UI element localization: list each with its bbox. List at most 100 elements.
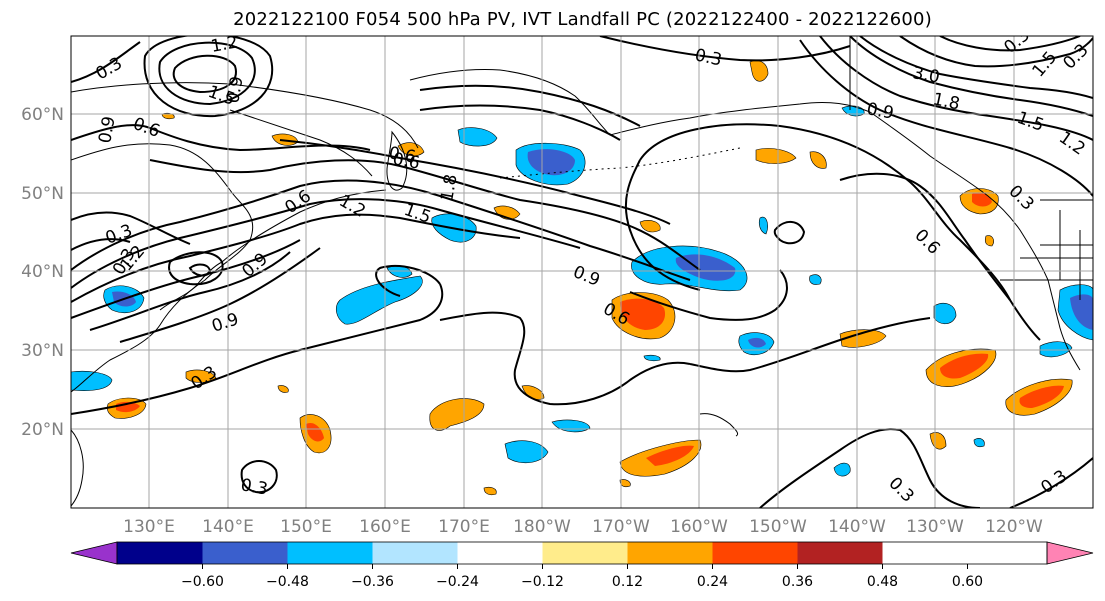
latitude-labels: 60°N 50°N 40°N 30°N 20°N bbox=[21, 105, 64, 440]
pos-patch-npac12 bbox=[483, 486, 497, 496]
contour-gulf-6 bbox=[939, 36, 1081, 52]
contour-gulf-1 bbox=[849, 36, 1093, 117]
contour-label: 1.2 bbox=[209, 33, 239, 57]
colorbar-tick-label: −0.48 bbox=[266, 574, 309, 590]
neg-patch-coast2 bbox=[1039, 341, 1073, 358]
contour-bering-1 bbox=[419, 84, 641, 127]
colorbar-ticks bbox=[202, 564, 968, 569]
neg-patch-center-core bbox=[748, 337, 766, 348]
colorbar-tick-label: −0.24 bbox=[436, 574, 479, 590]
okhotsk bbox=[229, 109, 373, 177]
pos-patch-npac15 bbox=[984, 235, 994, 247]
colorbar-segment bbox=[627, 542, 713, 564]
lon-label: 160°E bbox=[359, 517, 411, 537]
contour-jet-2 bbox=[71, 198, 581, 289]
pos-patch-npac7 bbox=[639, 220, 661, 233]
lon-label: 140°E bbox=[202, 517, 254, 537]
neg-patch-small3 bbox=[643, 354, 661, 362]
map-title: 2022122100 F054 500 hPa PV, IVT Landfall… bbox=[233, 9, 932, 30]
graticule bbox=[71, 36, 1093, 508]
coastlines bbox=[71, 36, 1093, 507]
alaska-coast bbox=[409, 69, 871, 136]
contour-label: 0.6 bbox=[387, 143, 417, 167]
contour-nw-1 bbox=[71, 41, 141, 83]
lon-label: 170°E bbox=[438, 517, 490, 537]
contour-gulf-4 bbox=[799, 39, 1093, 197]
pos-patch-sub1-core bbox=[646, 445, 694, 466]
map-frame bbox=[70, 35, 1094, 509]
contour-jet-upper bbox=[149, 159, 701, 271]
contour-jet-1 bbox=[71, 179, 691, 281]
colorbar-segment bbox=[797, 542, 883, 564]
colorbar-frame bbox=[116, 541, 1048, 565]
map-content: 1.2 1.5 0.9 0.3 0.6 0.9 0.3 0.9 0.6 0.6 … bbox=[71, 33, 1093, 508]
contour-npac-small bbox=[773, 221, 806, 245]
pos-patch-npac4 bbox=[839, 329, 887, 348]
contour-bering-2 bbox=[419, 104, 621, 141]
neg-patch-mid-core bbox=[675, 254, 736, 281]
neg-patch-small1 bbox=[758, 216, 768, 235]
colorbar-tick-label: 0.48 bbox=[867, 574, 898, 590]
contour-japan-low bbox=[168, 251, 224, 286]
pos-patch-center-core bbox=[620, 298, 666, 330]
kamchatka bbox=[386, 130, 408, 191]
contour-jet-upper2 bbox=[279, 139, 671, 225]
neg-patch-coast-core bbox=[1070, 294, 1093, 330]
colorbar-tick-label: −0.60 bbox=[181, 574, 224, 590]
contour-se-1 bbox=[759, 428, 981, 508]
contour-mid-2 bbox=[689, 317, 931, 373]
colorbar-tick-label: 0.12 bbox=[612, 574, 643, 590]
neg-patch-bering-core bbox=[527, 149, 575, 176]
asia-coast bbox=[71, 143, 254, 393]
lon-label: 160°W bbox=[670, 517, 728, 537]
neg-patch-kamchatka bbox=[457, 127, 498, 147]
contour-jet-3 bbox=[71, 213, 521, 303]
neg-patch-south bbox=[504, 440, 549, 464]
contour-jet-6 bbox=[119, 247, 321, 343]
contour-east-1 bbox=[839, 172, 1041, 341]
contour-npac-big bbox=[639, 123, 1011, 301]
pos-patch-npac5 bbox=[397, 142, 425, 157]
lat-label: 60°N bbox=[21, 105, 64, 125]
contour-gulf-3 bbox=[819, 36, 1093, 141]
colorbar-segment bbox=[287, 542, 373, 564]
contour-03-sw bbox=[71, 283, 444, 415]
colorbar-segment bbox=[712, 542, 798, 564]
contour-gulf-2 bbox=[859, 36, 1093, 99]
colorbar-tick-label: −0.12 bbox=[521, 574, 564, 590]
bc-coast bbox=[1047, 279, 1081, 371]
contour-jet-5 bbox=[89, 251, 291, 331]
pos-patch-npac14 bbox=[277, 385, 289, 393]
neg-patch-west bbox=[71, 370, 113, 391]
colorbar-tick-label: −0.36 bbox=[351, 574, 394, 590]
pos-patch-tropic2 bbox=[429, 398, 485, 431]
contour-se-2 bbox=[1009, 457, 1093, 508]
lon-label: 130°W bbox=[906, 517, 964, 537]
colorbar-segment bbox=[117, 542, 203, 564]
contour-gulf-5 bbox=[899, 36, 1093, 68]
colorbar-segment bbox=[457, 542, 543, 564]
lon-label: 170°W bbox=[592, 517, 650, 537]
lon-label: 180°W bbox=[513, 517, 571, 537]
pos-patch-tropic1-core bbox=[306, 422, 324, 442]
contour-label: 0.9 bbox=[223, 75, 247, 105]
colorbar: −0.60 −0.48 −0.36 −0.24 −0.12 0.12 0.24 … bbox=[70, 541, 1094, 590]
neg-patch-nw2 bbox=[336, 275, 423, 325]
lon-label: 120°W bbox=[985, 517, 1043, 537]
lon-label: 150°W bbox=[749, 517, 807, 537]
contour-mid-3 bbox=[629, 269, 788, 321]
contour-label: 0.9 bbox=[95, 115, 119, 145]
contour-label: 0.6 bbox=[391, 149, 421, 173]
longitude-labels: 130°E 140°E 150°E 160°E 170°E 180°W 170°… bbox=[123, 517, 1043, 537]
contour-nw-2 bbox=[71, 124, 371, 152]
pos-patch-sub3-core bbox=[1019, 385, 1064, 408]
contour-label: 3.0 bbox=[911, 63, 941, 87]
colorbar-segment bbox=[202, 542, 288, 564]
pos-patch-npac2 bbox=[755, 148, 797, 164]
contour-low-center-2 bbox=[158, 41, 256, 106]
pos-patch-npac11 bbox=[929, 432, 947, 450]
contour-low-center-3 bbox=[143, 36, 274, 118]
contour-japan-low2 bbox=[188, 263, 212, 277]
colorbar-segment bbox=[372, 542, 458, 564]
neg-patch-east bbox=[933, 303, 957, 325]
